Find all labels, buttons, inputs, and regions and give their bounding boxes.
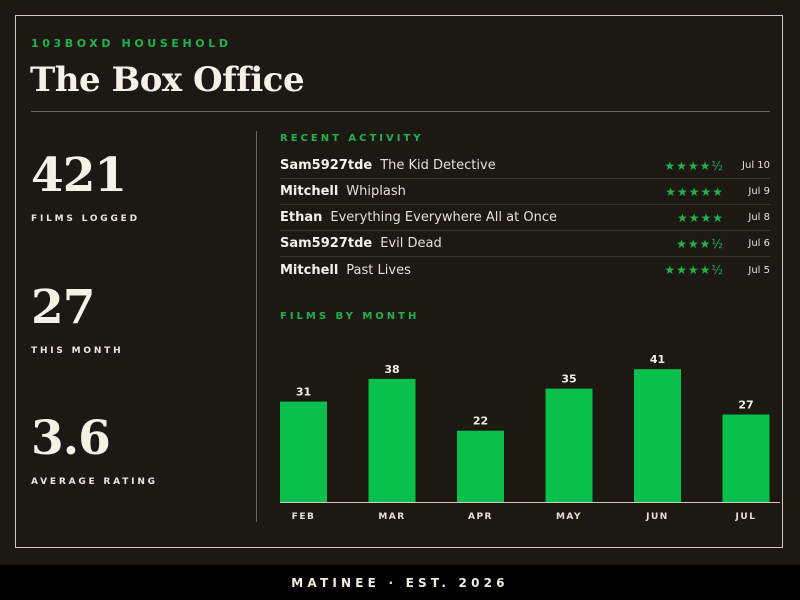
chart-value-label: 41 (650, 353, 665, 366)
rating-stars-icon: ★★★★½ (664, 158, 724, 173)
page-frame (15, 15, 783, 548)
activity-user: Ethan (280, 210, 323, 225)
activity-row[interactable]: Mitchell Past Lives ★★★★½ Jul 5 (280, 257, 770, 283)
activity-film: Whiplash (346, 184, 406, 199)
activity-user: Mitchell (280, 262, 339, 278)
chart-bar (368, 378, 416, 502)
activity-user: Sam5927tde (280, 158, 373, 173)
rating-stars-icon: ★★★★½ (664, 263, 724, 277)
activity-list: Sam5927tde The Kid Detective ★★★★½ Jul 1… (280, 153, 770, 283)
chart-category-label: MAY (556, 512, 582, 522)
chart-value-label: 27 (738, 399, 753, 412)
title-divider (31, 111, 770, 112)
activity-film: Everything Everywhere All at Once (330, 210, 557, 225)
rating-stars-icon: ★★★★★ (665, 184, 724, 199)
activity-row[interactable]: Mitchell Whiplash ★★★★★ Jul 9 (280, 179, 770, 205)
chart-value-label: 38 (384, 363, 399, 376)
chart-bar (280, 401, 327, 502)
footer: MATINEE · EST. 2026 (0, 565, 800, 600)
activity-film: Past Lives (346, 262, 411, 278)
footer-text: MATINEE · EST. 2026 (291, 575, 509, 590)
chart-bar (722, 414, 770, 502)
chart-category-label: JUL (735, 512, 757, 522)
chart-category-label: MAR (378, 512, 405, 522)
rating-stars-icon: ★★★½ (676, 236, 724, 251)
rating-stars-icon: ★★★★ (676, 210, 724, 225)
stat-value: 27 (31, 280, 95, 335)
activity-row[interactable]: Ethan Everything Everywhere All at Once … (280, 205, 770, 231)
stat-label: THIS MONTH (31, 346, 124, 356)
activity-date: Jul 8 (748, 212, 770, 223)
chart-value-label: 22 (473, 415, 488, 428)
chart-category-label: JUN (645, 512, 669, 522)
activity-film: Evil Dead (380, 236, 442, 251)
stat-this-month: 27 THIS MONTH (31, 284, 123, 356)
activity-user: Sam5927tde (280, 236, 373, 251)
stat-value: 421 (31, 148, 127, 203)
chart-bar (634, 369, 681, 502)
activity-row[interactable]: Sam5927tde Evil Dead ★★★½ Jul 6 (280, 231, 770, 257)
recent-activity-label: RECENT ACTIVITY (280, 133, 424, 144)
stat-films-logged: 421 FILMS LOGGED (31, 152, 140, 224)
chart-category-label: FEB (292, 512, 316, 522)
stat-label: AVERAGE RATING (31, 477, 158, 487)
films-by-month-label: FILMS BY MONTH (280, 311, 420, 322)
chart-value-label: 31 (296, 386, 311, 399)
activity-date: Jul 5 (748, 264, 770, 276)
chart-value-label: 35 (561, 373, 576, 386)
activity-date: Jul 6 (748, 238, 770, 249)
stat-label: FILMS LOGGED (31, 214, 140, 224)
activity-row[interactable]: Sam5927tde The Kid Detective ★★★★½ Jul 1… (280, 153, 770, 179)
activity-user: Mitchell (280, 184, 339, 199)
chart-bar (457, 430, 504, 502)
chart-category-label: APR (468, 512, 493, 522)
page-title: The Box Office (30, 60, 305, 100)
chart-bar (545, 388, 593, 502)
stat-average-rating: 3.6 AVERAGE RATING (31, 415, 158, 487)
household-eyebrow: 103BOXD HOUSEHOLD (31, 37, 232, 50)
activity-date: Jul 9 (748, 186, 770, 197)
activity-film: The Kid Detective (380, 158, 496, 173)
films-by-month-chart: 31 FEB 38 MAR 22 APR 35 MAY 41 JUN 27 JUL (280, 353, 780, 522)
column-divider (256, 131, 257, 522)
activity-date: Jul 10 (742, 160, 770, 171)
stat-value: 3.6 (31, 411, 111, 466)
